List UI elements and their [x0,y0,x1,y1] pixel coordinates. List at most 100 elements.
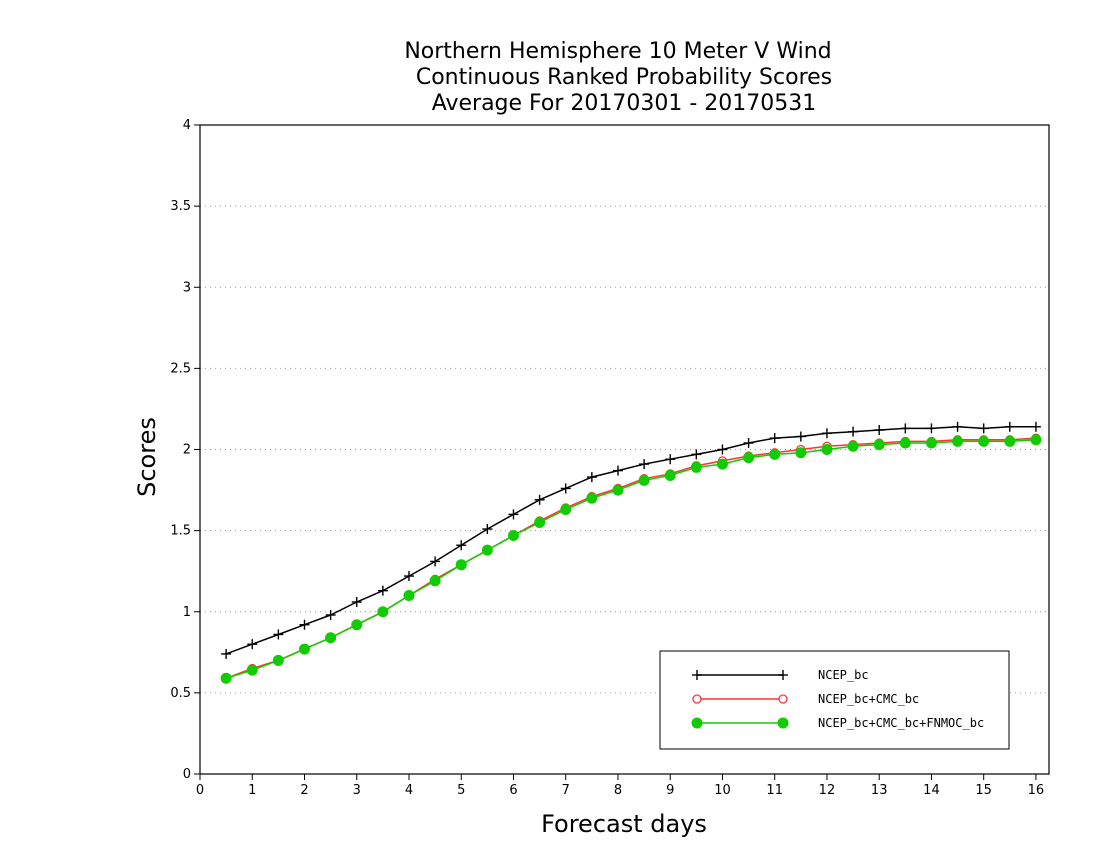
series-1 [221,421,1041,659]
x-tick-label: 11 [766,783,783,798]
x-tick-label: 13 [871,783,888,798]
x-tick-label: 9 [666,783,674,798]
y-tick-label: 0 [183,767,191,782]
legend-entry-2: NCEP_bc+CMC_bc [692,692,919,706]
x-tick-label: 5 [457,783,465,798]
data-point-plus [430,556,441,567]
x-tick-label: 10 [714,783,731,798]
data-point-plus [978,423,989,434]
chart-title: Northern Hemisphere 10 Meter V Wind Cont… [404,39,832,116]
x-tick-label: 14 [923,783,940,798]
data-point-plus [586,472,597,483]
plot-frame [199,124,1050,775]
data-point-plus [639,459,650,470]
legend-entry-3: NCEP_bc+CMC_bc+FNMOC_bc [691,716,984,730]
data-point-filled-circle [455,559,467,571]
data-point-filled-circle [691,717,703,729]
y-axis-label: Scores [133,417,161,497]
data-point-plus [795,431,806,442]
chart-title-line-3: Average For 20170301 - 20170531 [432,91,817,116]
data-point-filled-circle [769,448,781,460]
data-point-plus [456,540,467,551]
data-point-filled-circle [246,664,258,676]
x-tick-label: 4 [405,783,413,798]
legend-entry-1: NCEP_bc [692,668,869,682]
data-point-filled-circle [1004,435,1016,447]
data-point-filled-circle [534,517,546,529]
y-tick-label: 2.5 [170,361,191,376]
data-point-plus [743,438,754,449]
x-tick-label: 16 [1028,783,1045,798]
data-point-filled-circle [586,492,598,504]
data-point-filled-circle [325,632,337,644]
axes: 00.511.522.533.540 1 2 3 4 5 6 7 8 9 10 11 12 13 14 15 1… [170,118,1044,798]
data-point-plus [534,494,545,505]
data-point-filled-circle [978,435,990,447]
data-point-filled-circle [873,439,885,451]
data-point-plus [717,444,728,455]
data-point-plus [351,597,362,608]
data-point-filled-circle [821,444,833,455]
data-point-open-circle [692,694,702,704]
data-point-plus [952,421,963,432]
data-point-plus [691,449,702,460]
data-point-filled-circle [1030,434,1042,446]
data-point-plus [377,585,388,596]
data-point-plus [874,425,885,436]
data-point-filled-circle [429,575,441,587]
legend: NCEP_bc NCEP_bc+CMC_bc NCEP_bc+CMC_bc+FNMO… [659,650,1010,750]
x-tick-label: 1 [248,783,256,798]
series-2 [221,433,1041,683]
x-tick-label: 2 [300,783,308,798]
chart-title-line-2: Continuous Ranked Probability Scores [416,65,832,90]
data-point-plus [560,483,571,494]
y-tick-label: 2 [183,443,191,458]
data-point-plus [1004,421,1015,432]
gridlines [200,205,1049,694]
chart-title-line-1: Northern Hemisphere 10 Meter V Wind [404,39,831,64]
data-point-filled-circle [716,458,728,470]
data-point-plus [1030,421,1041,432]
data-point-plus [612,465,623,476]
data-point-filled-circle [481,544,493,556]
data-point-plus [848,426,859,437]
data-point-filled-circle [690,461,702,473]
data-point-filled-circle [925,437,937,449]
data-point-filled-circle [377,606,389,618]
data-point-plus [821,428,832,439]
data-point-plus [482,524,493,535]
data-point-filled-circle [560,504,572,516]
legend-box [659,650,1010,750]
y-tick-label: 0.5 [170,686,191,701]
data-point-plus [900,423,911,434]
series-line [225,437,1036,680]
data-point-plus [508,509,519,520]
data-point-plus [665,454,676,465]
data-point-filled-circle [612,484,624,496]
data-point-filled-circle [847,440,859,452]
data-point-plus [273,629,284,640]
x-axis-label: Forecast days [541,810,707,838]
data-point-filled-circle [298,643,310,655]
data-point-filled-circle [220,672,232,684]
data-point-plus [299,619,310,630]
legend-label: NCEP_bc+CMC_bc [818,692,919,706]
data-point-plus [926,423,937,434]
data-point-open-circle [778,694,788,704]
data-point-plus [247,639,258,650]
x-tick-label: 12 [819,783,836,798]
x-tick-label: 6 [509,783,517,798]
x-tick-label: 3 [353,783,361,798]
data-point-plus [221,648,232,659]
data-point-filled-circle [777,717,789,729]
y-tick-label: 3.5 [170,199,191,214]
data-point-filled-circle [743,452,755,464]
y-tick-label: 1 [183,605,191,620]
legend-label: NCEP_bc [818,668,869,682]
y-tick-label: 4 [183,118,191,133]
y-tick-label: 3 [183,280,191,295]
x-tick-label: 7 [562,783,570,798]
data-point-filled-circle [507,529,519,541]
data-point-plus [769,433,780,444]
